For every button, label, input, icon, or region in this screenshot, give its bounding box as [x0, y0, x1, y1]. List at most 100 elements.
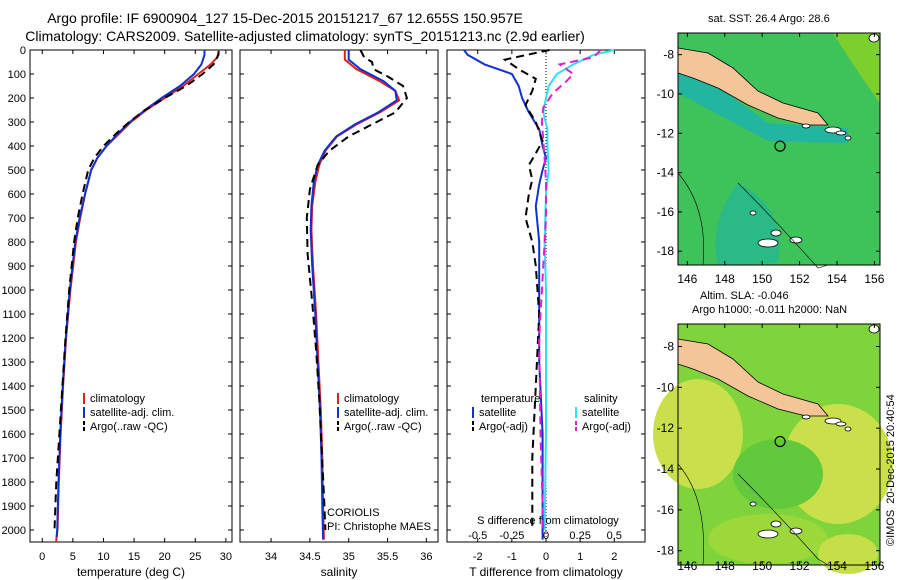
- x-tick-label: 10: [97, 551, 109, 563]
- map-y-tick-label: -16: [657, 205, 675, 219]
- credit-text: ©IMOS 20-Dec-2015 20:40:54: [885, 388, 897, 546]
- map-x-tick-label: 156: [864, 559, 884, 573]
- annotation-coriolis: CORIOLIS: [327, 507, 380, 519]
- y-tick-label: 200: [8, 93, 26, 105]
- map-x-tick-label: 146: [677, 559, 697, 573]
- x-tick-label: 34: [265, 551, 277, 563]
- series-line-t-satellite: [463, 49, 548, 540]
- depth-contour: [677, 172, 704, 266]
- y-tick-label: 900: [8, 261, 26, 273]
- map-y-tick-label: -14: [657, 166, 675, 180]
- x-tick-label: 0: [39, 551, 45, 563]
- reef: [789, 236, 803, 244]
- plot-frame-1: [239, 49, 439, 543]
- map2-title-line2: Argo h1000: -0.011 h2000: NaN: [692, 304, 848, 316]
- map-x-tick-label: 148: [715, 559, 735, 573]
- diff-t-legend-label: Argo(-adj): [479, 421, 528, 433]
- island: [835, 130, 847, 136]
- island: [844, 135, 852, 141]
- reef: [789, 527, 803, 535]
- map-x-tick-label: 150: [752, 272, 772, 286]
- map-y-tick-label: -18: [657, 244, 675, 258]
- map-y-tick-label: -10: [657, 380, 675, 394]
- reef: [770, 229, 782, 237]
- series-line-argo: [305, 49, 409, 531]
- reef: [757, 238, 779, 248]
- credit-org: ©IMOS: [885, 509, 897, 546]
- map-y-tick-label: -10: [657, 87, 675, 101]
- map2-title-line1: Altim. SLA: -0.046: [700, 290, 789, 302]
- map-x-tick-label: 152: [790, 272, 810, 286]
- x-tick-label-salinity-diff: 0.25: [569, 530, 590, 542]
- chart-title-line2: Climatology: CARS2009. Satellite-adjuste…: [25, 28, 585, 44]
- y-tick-label: 500: [8, 165, 26, 177]
- y-tick-label: 2000: [2, 525, 26, 537]
- y-tick-label: 1700: [2, 453, 26, 465]
- map-y-tick-label: -8: [663, 48, 674, 62]
- series-line-s-argo: [538, 49, 602, 531]
- diff-s-legend-label: satellite: [582, 407, 619, 419]
- y-tick-label: 1800: [2, 477, 26, 489]
- island: [801, 414, 811, 420]
- island: [844, 426, 852, 432]
- y-tick-label: 600: [8, 189, 26, 201]
- map-frame: [677, 32, 881, 266]
- chart-title-line1: Argo profile: IF 6900904_127 15-Dec-2015…: [47, 10, 523, 26]
- y-tick-label: 1200: [2, 333, 26, 345]
- argo-location-marker: [774, 435, 786, 448]
- x-axis-label-s-diff: S difference from climatology: [477, 515, 619, 527]
- depth-contour: [737, 473, 829, 566]
- diff-s-legend-label: Argo(-adj): [582, 421, 631, 433]
- x-tick-label: 5: [70, 551, 76, 563]
- map-sst: 146 148 150 152 154 156 -8 -10 -12 -14 -16 -18: [657, 32, 885, 286]
- salinity-legend-label: Argo(..raw -QC): [344, 421, 422, 433]
- salinity-legend-label: climatology: [344, 393, 400, 405]
- reef: [749, 210, 757, 216]
- sla-mid-south: [708, 514, 828, 564]
- y-tick-label: 1500: [2, 405, 26, 417]
- map-frame: [677, 323, 881, 566]
- sla-low-center: [733, 439, 823, 509]
- plot-frame-0: [29, 49, 233, 543]
- y-tick-label: 1900: [2, 501, 26, 513]
- reef: [770, 520, 782, 528]
- y-tick-label: 1000: [2, 285, 26, 297]
- y-tick-label: 300: [8, 117, 26, 129]
- y-tick-label: 800: [8, 237, 26, 249]
- x-tick-label: 35.5: [377, 551, 398, 563]
- diff-legend-title-salinity: salinity: [584, 393, 618, 405]
- x-tick-label: -2: [473, 551, 483, 563]
- map-y-tick-label: -14: [657, 462, 675, 476]
- x-tick-label: 25: [189, 551, 201, 563]
- y-tick-label: 400: [8, 141, 26, 153]
- x-tick-label-salinity-diff: -0.25: [499, 530, 524, 542]
- y-tick-label: 1300: [2, 357, 26, 369]
- series-line-s-satellite: [542, 49, 615, 531]
- series-line-argo: [53, 51, 220, 531]
- map-x-tick-label: 152: [790, 559, 810, 573]
- reef: [757, 529, 779, 539]
- y-tick-label: 700: [8, 213, 26, 225]
- diff-legend-title-temperature: temperature: [481, 393, 540, 405]
- temperature-legend-label: climatology: [90, 393, 146, 405]
- sla-high-se: [818, 534, 878, 574]
- map1-title: sat. SST: 26.4 Argo: 28.6: [708, 13, 830, 25]
- x-tick-label: 2: [611, 551, 617, 563]
- map-x-tick-label: 154: [827, 559, 847, 573]
- y-tick-label: 0: [20, 45, 26, 57]
- x-tick-label-salinity-diff: 0.5: [607, 530, 622, 542]
- y-tick-label: 100: [8, 69, 26, 81]
- x-tick-label: 0: [543, 551, 549, 563]
- series-line-t-argo: [502, 49, 550, 530]
- y-tick-label: 1400: [2, 381, 26, 393]
- x-tick-label-salinity-diff: -0.5: [468, 530, 487, 542]
- island: [835, 421, 847, 427]
- salinity-legend-label: satellite-adj. clim.: [344, 407, 428, 419]
- x-tick-label: 20: [159, 551, 171, 563]
- map-y-tick-label: -12: [657, 126, 675, 140]
- x-tick-label: 15: [128, 551, 140, 563]
- y-tick-label: 1100: [2, 309, 26, 321]
- x-tick-label: 1: [577, 551, 583, 563]
- argo-location-marker: [774, 140, 786, 152]
